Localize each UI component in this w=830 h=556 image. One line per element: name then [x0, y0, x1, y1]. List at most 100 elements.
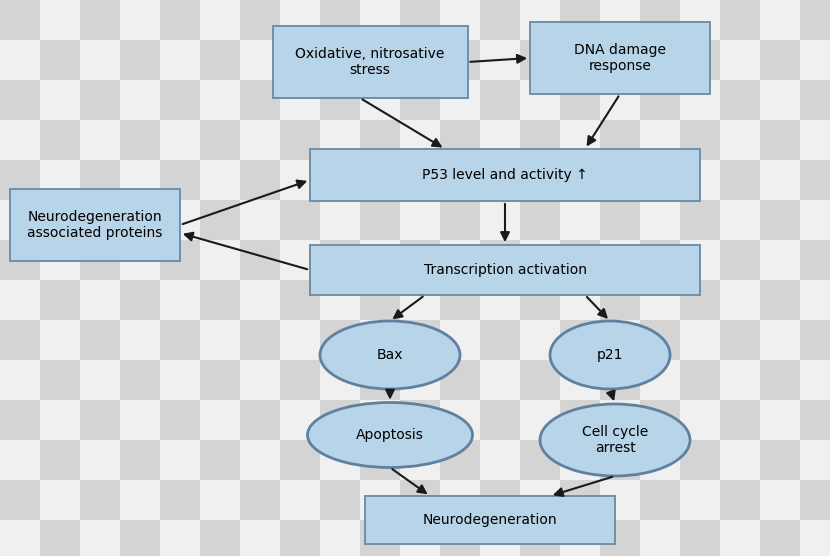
- Bar: [400, 80, 440, 120]
- Bar: [160, 200, 200, 240]
- FancyBboxPatch shape: [365, 496, 615, 544]
- Bar: [560, 320, 600, 360]
- Bar: [320, 400, 360, 440]
- Text: Cell cycle
arrest: Cell cycle arrest: [582, 425, 648, 455]
- Bar: [560, 440, 600, 480]
- Bar: [680, 40, 720, 80]
- Text: Neurodegeneration: Neurodegeneration: [422, 513, 557, 527]
- Bar: [680, 520, 720, 556]
- Bar: [760, 80, 800, 120]
- Bar: [40, 200, 80, 240]
- Bar: [0, 160, 40, 200]
- Bar: [40, 240, 80, 280]
- Bar: [800, 440, 830, 480]
- Bar: [760, 440, 800, 480]
- Bar: [360, 240, 400, 280]
- Bar: [360, 80, 400, 120]
- FancyBboxPatch shape: [530, 22, 710, 94]
- Bar: [80, 480, 120, 520]
- Bar: [680, 200, 720, 240]
- Bar: [600, 320, 640, 360]
- Bar: [280, 80, 320, 120]
- Bar: [760, 360, 800, 400]
- Bar: [760, 240, 800, 280]
- Bar: [120, 360, 160, 400]
- Bar: [240, 80, 280, 120]
- Bar: [440, 320, 480, 360]
- Bar: [280, 0, 320, 40]
- Bar: [440, 480, 480, 520]
- Bar: [80, 120, 120, 160]
- FancyArrowPatch shape: [185, 233, 307, 269]
- Bar: [560, 240, 600, 280]
- Bar: [40, 360, 80, 400]
- Bar: [800, 80, 830, 120]
- Bar: [0, 360, 40, 400]
- Bar: [120, 120, 160, 160]
- Bar: [640, 520, 680, 556]
- Bar: [0, 240, 40, 280]
- Bar: [760, 160, 800, 200]
- Bar: [320, 120, 360, 160]
- Bar: [440, 240, 480, 280]
- Bar: [120, 440, 160, 480]
- Bar: [440, 0, 480, 40]
- Bar: [640, 240, 680, 280]
- Text: Oxidative, nitrosative
stress: Oxidative, nitrosative stress: [295, 47, 445, 77]
- Bar: [640, 320, 680, 360]
- Bar: [800, 400, 830, 440]
- Bar: [520, 280, 560, 320]
- Bar: [520, 520, 560, 556]
- Bar: [120, 480, 160, 520]
- Bar: [360, 200, 400, 240]
- Bar: [0, 40, 40, 80]
- Bar: [120, 80, 160, 120]
- Bar: [480, 0, 520, 40]
- Bar: [720, 440, 760, 480]
- Bar: [720, 80, 760, 120]
- Bar: [0, 480, 40, 520]
- Bar: [680, 240, 720, 280]
- Bar: [520, 200, 560, 240]
- Bar: [560, 360, 600, 400]
- Bar: [360, 320, 400, 360]
- Bar: [600, 0, 640, 40]
- Bar: [720, 240, 760, 280]
- Bar: [720, 200, 760, 240]
- Bar: [640, 80, 680, 120]
- Bar: [560, 0, 600, 40]
- Text: Transcription activation: Transcription activation: [423, 263, 587, 277]
- Bar: [440, 200, 480, 240]
- Bar: [40, 120, 80, 160]
- Bar: [480, 120, 520, 160]
- Bar: [480, 440, 520, 480]
- Bar: [280, 120, 320, 160]
- Bar: [120, 240, 160, 280]
- Bar: [680, 280, 720, 320]
- Bar: [720, 160, 760, 200]
- Bar: [560, 160, 600, 200]
- Bar: [680, 80, 720, 120]
- Bar: [280, 280, 320, 320]
- Bar: [760, 120, 800, 160]
- Bar: [360, 160, 400, 200]
- Bar: [760, 280, 800, 320]
- Bar: [320, 80, 360, 120]
- Bar: [720, 280, 760, 320]
- Bar: [40, 280, 80, 320]
- Bar: [600, 280, 640, 320]
- Bar: [760, 480, 800, 520]
- Ellipse shape: [540, 404, 690, 476]
- Bar: [520, 0, 560, 40]
- Bar: [160, 240, 200, 280]
- Bar: [800, 240, 830, 280]
- Bar: [520, 440, 560, 480]
- Bar: [480, 80, 520, 120]
- Bar: [0, 520, 40, 556]
- Bar: [680, 480, 720, 520]
- Bar: [440, 160, 480, 200]
- Bar: [40, 0, 80, 40]
- Bar: [440, 520, 480, 556]
- Bar: [320, 40, 360, 80]
- Bar: [280, 320, 320, 360]
